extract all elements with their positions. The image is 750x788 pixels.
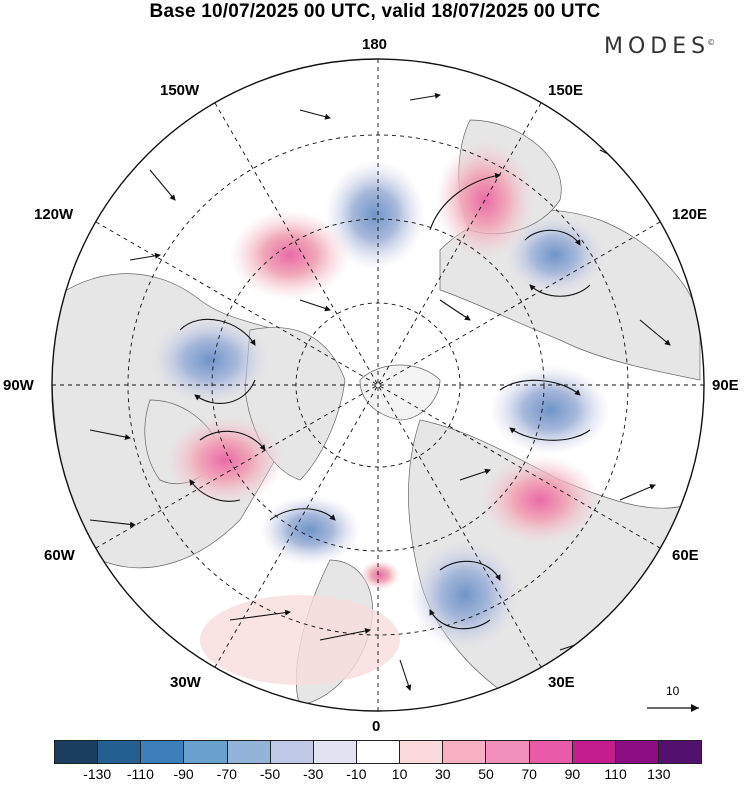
reference-vector-arrow — [647, 704, 699, 712]
colorbar-tick-label: -50 — [259, 766, 281, 782]
lon-label-90e: 90E — [712, 377, 739, 394]
colorbar-tick-label: -30 — [303, 766, 324, 782]
lon-label-150w: 150W — [160, 82, 200, 99]
colorbar-tick-label: 50 — [478, 766, 494, 782]
colorbar-tick-label: 10 — [391, 766, 408, 782]
colorbar-cell — [270, 741, 314, 763]
grid-lines — [52, 59, 704, 711]
colorbar-cell — [658, 741, 702, 763]
reference-vector-label: 10 — [666, 684, 680, 698]
modes-logo: MODES© — [604, 34, 715, 59]
colorbar-cell — [184, 741, 228, 763]
colorbar-ticks: -130 -110 -90 -70 -50 -30 -10 10 30 50 70 90 110 130 — [54, 766, 702, 783]
colorbar-tick-label: -90 — [173, 766, 194, 782]
colorbar-cell — [356, 741, 401, 763]
colorbar-tick-label: 110 — [604, 766, 627, 782]
colorbar-cell — [55, 741, 99, 763]
lon-label-90w: 90W — [3, 377, 34, 394]
colorbar-cell — [400, 741, 444, 763]
colorbar-cell — [98, 741, 142, 763]
colorbar-cell — [486, 741, 530, 763]
colorbar — [54, 740, 702, 764]
colorbar-cell — [572, 741, 616, 763]
map-title: Base 10/07/2025 00 UTC, valid 18/07/2025… — [149, 1, 601, 22]
colorbar-tick-label: 30 — [435, 766, 451, 782]
anomaly-field — [150, 140, 610, 685]
colorbar-cell — [615, 741, 659, 763]
colorbar-tick-label: -110 — [126, 766, 154, 782]
colorbar-tick-label: -10 — [346, 766, 367, 782]
colorbar-tick-label: -70 — [216, 766, 237, 782]
lon-label-120e: 120E — [672, 206, 708, 223]
lon-label-150e: 150E — [548, 82, 584, 99]
colorbar-tick-label: 90 — [564, 766, 581, 782]
colorbar-tick-label: -130 — [83, 766, 112, 782]
lon-label-120w: 120W — [34, 206, 74, 223]
lon-label-60w: 60W — [44, 547, 75, 564]
colorbar-cell — [529, 741, 573, 763]
map-fields — [52, 59, 704, 711]
lon-label-60e: 60E — [672, 547, 699, 564]
colorbar-cell — [227, 741, 271, 763]
lon-label-180: 180 — [362, 36, 388, 53]
brand-mark: © — [707, 37, 716, 47]
colorbar-tick-label: 70 — [521, 766, 537, 782]
colorbar-cell — [141, 741, 185, 763]
colorbar-cell — [443, 741, 487, 763]
lon-label-30w: 30W — [170, 674, 201, 691]
colorbar-cell — [313, 741, 357, 763]
colorbar-tick-label: 130 — [647, 766, 671, 782]
map-boundary — [51, 58, 705, 712]
lon-label-0: 0 — [372, 718, 381, 735]
brand-text: MODES — [604, 34, 711, 59]
lon-label-30e: 30E — [548, 674, 575, 691]
